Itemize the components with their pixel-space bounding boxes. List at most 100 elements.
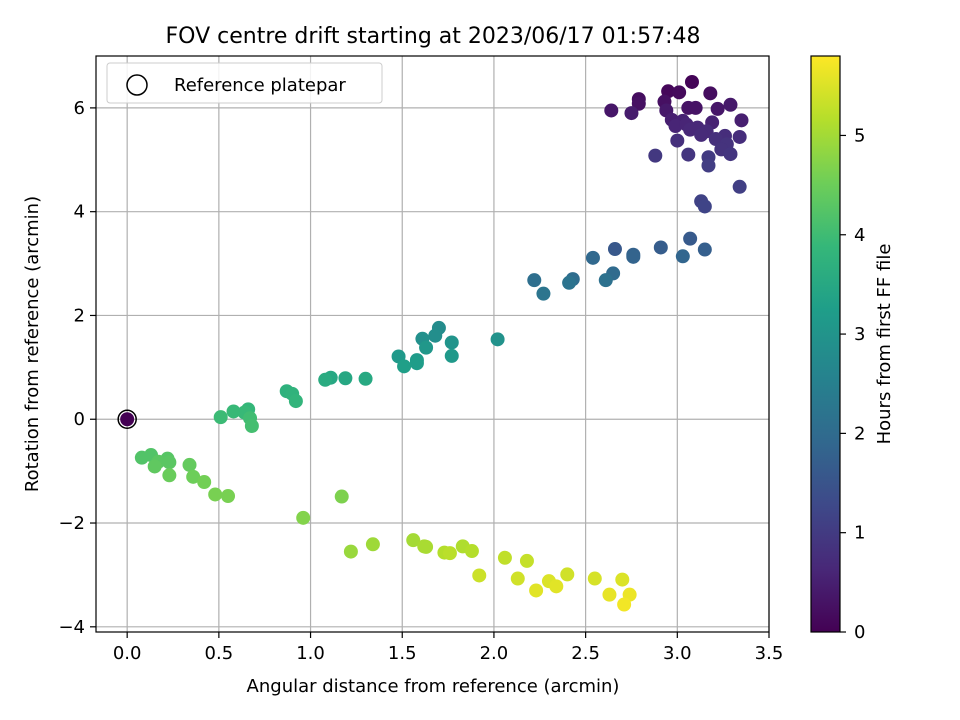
- data-point: [197, 475, 212, 490]
- x-tick-label: 3.0: [663, 643, 692, 664]
- data-point: [562, 275, 577, 290]
- data-point: [527, 273, 542, 288]
- data-point: [472, 568, 487, 583]
- colorbar-tick-label: 1: [854, 523, 865, 544]
- colorbar-tick-label: 5: [854, 125, 865, 146]
- data-point: [626, 249, 641, 264]
- data-point: [419, 340, 434, 355]
- data-point: [681, 147, 696, 162]
- y-tick-label: 0: [74, 409, 85, 430]
- y-axis-label: Rotation from reference (arcmin): [22, 196, 43, 492]
- data-point: [221, 489, 236, 504]
- reference-platepar-marker: [117, 409, 137, 429]
- data-point: [490, 332, 505, 347]
- legend-marker-icon: [126, 74, 148, 96]
- data-point: [186, 469, 201, 484]
- data-point: [683, 122, 698, 137]
- data-point: [697, 199, 712, 214]
- y-tick-label: 6: [74, 98, 85, 119]
- data-point: [604, 103, 619, 118]
- data-point: [684, 74, 699, 89]
- data-point: [732, 129, 747, 144]
- data-point: [213, 410, 228, 425]
- data-point: [624, 106, 639, 121]
- data-point: [365, 537, 380, 552]
- x-axis-ticks: 0.0 0.5 1.0 1.5 2.0 2.5 3.0 3.5: [113, 632, 783, 664]
- data-point: [723, 147, 738, 162]
- data-point: [703, 86, 718, 101]
- reference-point: [120, 412, 135, 427]
- data-point: [694, 127, 709, 142]
- data-point: [587, 571, 602, 586]
- data-point: [602, 587, 617, 602]
- colorbar-ticks: 0 1 2 3 4 5: [840, 125, 865, 643]
- y-tick-label: −2: [58, 513, 85, 534]
- data-point: [409, 356, 424, 371]
- x-axis-label: Angular distance from reference (arcmin): [247, 676, 620, 697]
- data-point: [338, 371, 353, 386]
- colorbar-tick-label: 0: [854, 622, 865, 643]
- colorbar-label: Hours from first FF file: [874, 244, 895, 445]
- data-point: [318, 372, 333, 387]
- x-tick-label: 1.0: [296, 643, 325, 664]
- data-point: [536, 286, 551, 301]
- data-point: [598, 273, 613, 288]
- y-tick-label: 2: [74, 305, 85, 326]
- legend: Reference platepar: [106, 62, 383, 104]
- data-point: [708, 132, 723, 147]
- scatter-points: [120, 74, 749, 612]
- data-point: [226, 404, 241, 419]
- data-point: [343, 544, 358, 559]
- data-point: [497, 550, 512, 565]
- data-point: [668, 119, 683, 134]
- data-point: [464, 544, 479, 559]
- data-point: [419, 539, 434, 554]
- data-point: [585, 250, 600, 265]
- data-point: [670, 133, 685, 148]
- data-point: [732, 179, 747, 194]
- y-tick-label: 4: [74, 202, 85, 223]
- colorbar-bar: [810, 55, 841, 633]
- data-point: [607, 242, 622, 257]
- data-point: [444, 335, 459, 350]
- data-point: [519, 553, 534, 568]
- data-point: [397, 359, 412, 374]
- data-point: [653, 240, 668, 255]
- colorbar: 0 1 2 3 4 5 Hours from first FF file: [810, 55, 895, 643]
- data-point: [428, 328, 443, 343]
- data-point: [710, 101, 725, 116]
- colorbar-tick-label: 2: [854, 423, 865, 444]
- data-point: [648, 148, 663, 163]
- data-point: [162, 468, 177, 483]
- data-point: [510, 571, 525, 586]
- data-point: [296, 510, 311, 525]
- data-point: [244, 418, 259, 433]
- chart-title: FOV centre drift starting at 2023/06/17 …: [166, 24, 701, 49]
- data-point: [697, 242, 712, 257]
- data-point: [560, 567, 575, 582]
- x-tick-label: 2.5: [571, 643, 600, 664]
- legend-box: [106, 62, 383, 104]
- plot-frame: [95, 55, 770, 633]
- data-point: [444, 348, 459, 363]
- data-point: [615, 572, 630, 587]
- x-tick-label: 0.0: [113, 643, 142, 664]
- data-point: [675, 249, 690, 264]
- x-tick-label: 3.5: [755, 643, 784, 664]
- y-axis-ticks: −4 −2 0 2 4 6: [58, 98, 96, 638]
- data-point: [734, 113, 749, 128]
- data-point: [182, 457, 197, 472]
- data-point: [617, 597, 632, 612]
- data-point: [162, 455, 177, 470]
- data-point: [334, 489, 349, 504]
- data-point: [701, 158, 716, 173]
- data-point: [358, 371, 373, 386]
- colorbar-tick-label: 4: [854, 225, 865, 246]
- data-point: [208, 487, 223, 502]
- x-tick-label: 1.5: [388, 643, 417, 664]
- data-point: [672, 85, 687, 100]
- x-tick-label: 2.0: [480, 643, 509, 664]
- data-point: [288, 394, 303, 409]
- data-point: [688, 100, 703, 115]
